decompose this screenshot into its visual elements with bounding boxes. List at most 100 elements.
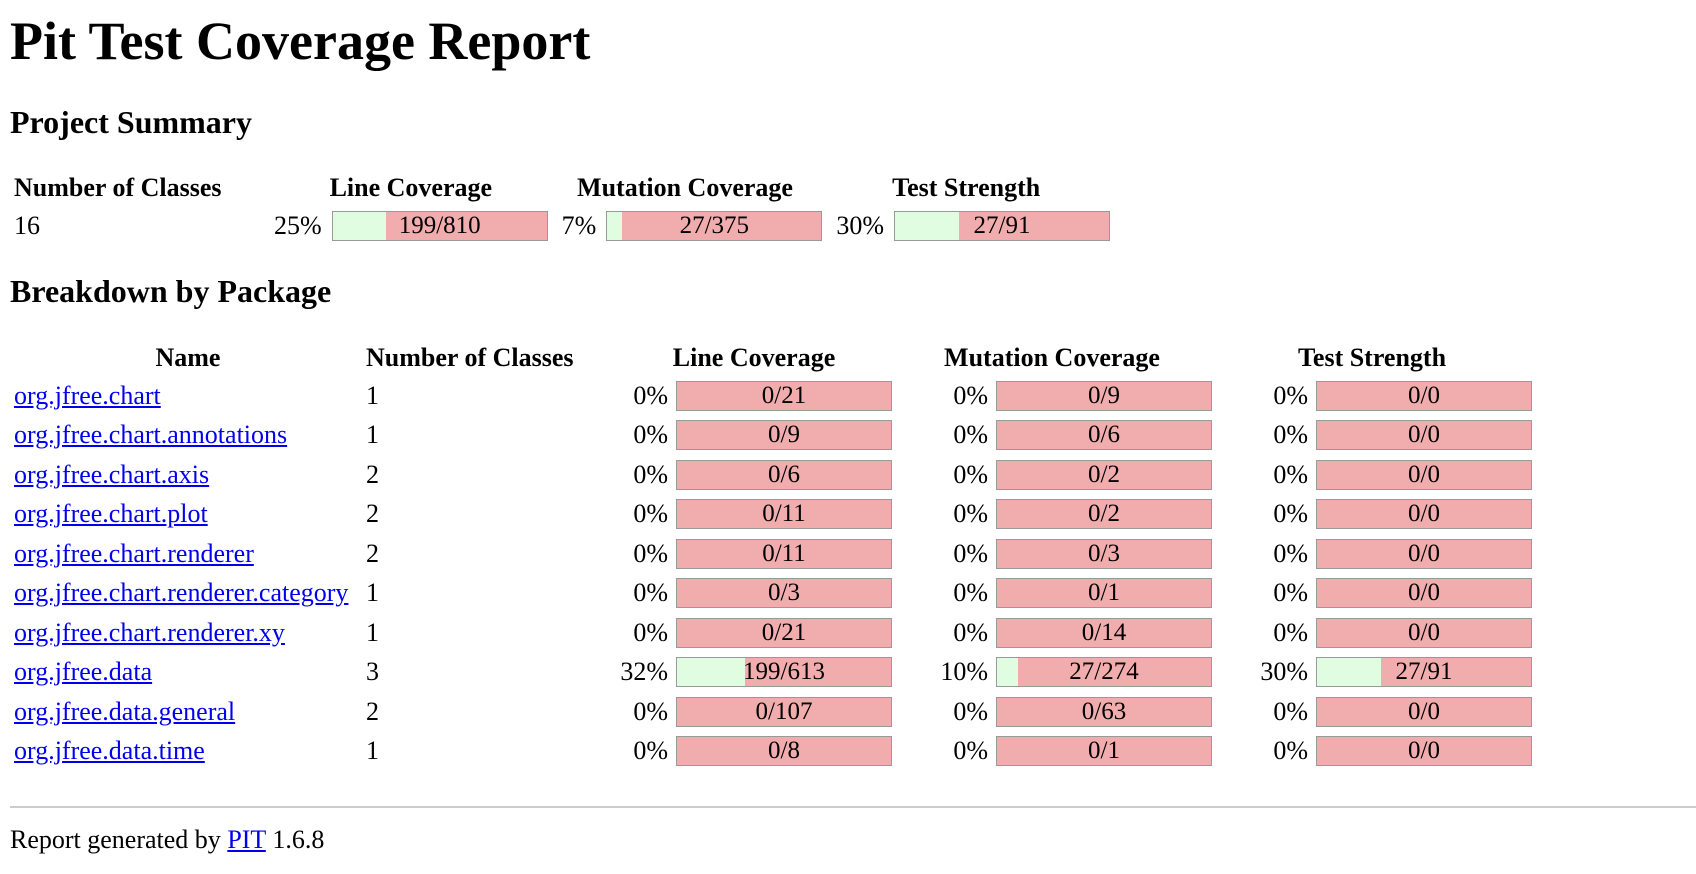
package-line-cell: 0/8: [676, 732, 892, 772]
package-line-label: 0/21: [761, 381, 807, 409]
package-line-percent: 32%: [620, 657, 668, 687]
page-title: Pit Test Coverage Report: [10, 11, 591, 71]
summary-header-line: Line Coverage: [329, 173, 493, 202]
package-line-bar-fill: [677, 658, 746, 687]
package-line-bar: 199/613: [676, 657, 892, 688]
package-mutation-label: 0/2: [1088, 460, 1120, 488]
package-line-bar: 0/21: [676, 380, 892, 411]
package-mutation-percent: 0%: [953, 696, 988, 726]
package-mutation-bar: 27/274: [996, 657, 1212, 688]
package-classes: 2: [366, 499, 379, 529]
package-link[interactable]: org.jfree.chart.plot: [14, 499, 208, 529]
package-mutation-label: 27/274: [1069, 658, 1139, 686]
package-line-cell: 0/3: [676, 574, 892, 614]
package-mutation-bar-fill: [997, 658, 1019, 687]
summary-mutation-bar: 27/375: [606, 211, 823, 241]
footer: Report generated by PIT 1.6.8: [10, 825, 324, 855]
table-row: org.jfree.chart.annotations 1 0% 0/9 0% 0/6 0%…: [10, 416, 1532, 456]
package-line-percent: 0%: [633, 420, 668, 450]
footer-version: 1.6.8: [272, 825, 325, 854]
package-strength-percent: 0%: [1273, 578, 1308, 608]
package-line-percent: 0%: [633, 499, 668, 529]
package-line-label: 0/3: [768, 579, 800, 607]
summary-header-strength: Test Strength: [892, 173, 1041, 202]
package-link[interactable]: org.jfree.chart.axis: [14, 459, 210, 489]
package-line-percent: 0%: [633, 736, 668, 766]
package-line-cell: 0/11: [676, 534, 892, 574]
package-classes: 2: [366, 538, 379, 568]
package-link[interactable]: org.jfree.chart: [14, 380, 161, 410]
package-link[interactable]: org.jfree.chart.renderer: [14, 538, 254, 568]
package-name-cell: org.jfree.chart.renderer: [10, 534, 362, 574]
package-strength-bar: 0/0: [1316, 578, 1532, 609]
summary-line-bar-fill: [332, 212, 387, 240]
summary-line-bar: 199/810: [331, 211, 548, 241]
footer-divider: [10, 806, 1696, 808]
package-header-strength: Test Strength: [1297, 343, 1447, 372]
package-line-label: 0/107: [755, 697, 813, 725]
package-line-percent: 0%: [633, 380, 668, 410]
package-line-cell: 0/107: [676, 692, 892, 732]
package-line-cell: 0/9: [676, 416, 892, 456]
package-line-percent: 0%: [633, 459, 668, 489]
summary-mutation-cell: 27/375: [606, 206, 823, 246]
package-name-cell: org.jfree.chart.renderer.xy: [10, 613, 362, 653]
package-strength-cell: 0/0: [1316, 574, 1532, 614]
package-line-bar: 0/21: [676, 617, 892, 648]
table-row: org.jfree.data.general 2 0% 0/107 0% 0/63 0% 0/…: [10, 692, 1532, 732]
package-line-bar: 0/9: [676, 420, 892, 451]
package-mutation-bar: 0/1: [996, 578, 1212, 609]
table-row: org.jfree.data.time 1 0% 0/8 0% 0/1 0% 0/0: [10, 732, 1532, 772]
package-line-bar: 0/107: [676, 696, 892, 727]
package-link[interactable]: org.jfree.chart.renderer.xy: [14, 617, 285, 647]
summary-line-label: 199/810: [398, 212, 481, 239]
package-classes: 2: [366, 459, 379, 489]
package-mutation-bar: 0/3: [996, 538, 1212, 569]
table-row: org.jfree.chart.renderer 2 0% 0/11 0% 0/3 0% 0/…: [10, 534, 1532, 574]
project-summary-table: Number of Classes Line Coverage Mutation…: [10, 170, 1111, 246]
package-mutation-label: 0/1: [1088, 737, 1120, 765]
package-strength-label: 0/0: [1408, 381, 1440, 409]
package-classes: 1: [366, 736, 379, 766]
package-mutation-label: 0/9: [1088, 381, 1120, 409]
package-name-cell: org.jfree.chart.renderer.category: [10, 574, 362, 614]
package-mutation-bar: 0/63: [996, 696, 1212, 727]
package-mutation-cell: 0/14: [996, 613, 1212, 653]
package-line-label: 0/11: [762, 539, 806, 567]
package-name-cell: org.jfree.chart.plot: [10, 495, 362, 535]
summary-strength-label: 27/91: [973, 212, 1031, 239]
package-strength-cell: 0/0: [1316, 534, 1532, 574]
package-mutation-bar: 0/1: [996, 736, 1212, 767]
package-strength-label: 0/0: [1408, 618, 1440, 646]
package-strength-cell: 0/0: [1316, 416, 1532, 456]
package-mutation-label: 0/2: [1088, 500, 1120, 528]
package-link[interactable]: org.jfree.chart.renderer.category: [14, 578, 349, 608]
package-name-cell: org.jfree.data.general: [10, 692, 362, 732]
package-strength-percent: 30%: [1260, 657, 1308, 687]
package-link[interactable]: org.jfree.data.general: [14, 696, 236, 726]
breakdown-heading: Breakdown by Package: [10, 273, 332, 309]
package-line-percent: 0%: [633, 696, 668, 726]
package-line-label: 0/21: [761, 618, 807, 646]
package-strength-label: 27/91: [1395, 658, 1453, 686]
package-mutation-cell: 0/6: [996, 416, 1212, 456]
table-row: org.jfree.chart 1 0% 0/21 0% 0/9 0% 0/0: [10, 376, 1532, 416]
package-mutation-percent: 0%: [953, 617, 988, 647]
package-line-cell: 0/11: [676, 495, 892, 535]
package-strength-percent: 0%: [1273, 459, 1308, 489]
package-line-bar: 0/11: [676, 538, 892, 569]
package-strength-bar: 0/0: [1316, 380, 1532, 411]
package-link[interactable]: org.jfree.chart.annotations: [14, 420, 288, 450]
summary-line-cell: 199/810: [331, 206, 548, 246]
footer-prefix: Report generated by: [10, 825, 221, 854]
package-strength-cell: 0/0: [1316, 495, 1532, 535]
package-mutation-cell: 0/2: [996, 455, 1212, 495]
package-line-bar: 0/11: [676, 499, 892, 530]
package-line-percent: 0%: [633, 617, 668, 647]
summary-mutation-percent: 7%: [561, 211, 597, 240]
package-strength-cell: 0/0: [1316, 613, 1532, 653]
pit-link[interactable]: PIT: [227, 825, 266, 854]
package-link[interactable]: org.jfree.data.time: [14, 736, 205, 766]
package-link[interactable]: org.jfree.data: [14, 657, 153, 687]
package-mutation-label: 0/14: [1081, 618, 1127, 646]
